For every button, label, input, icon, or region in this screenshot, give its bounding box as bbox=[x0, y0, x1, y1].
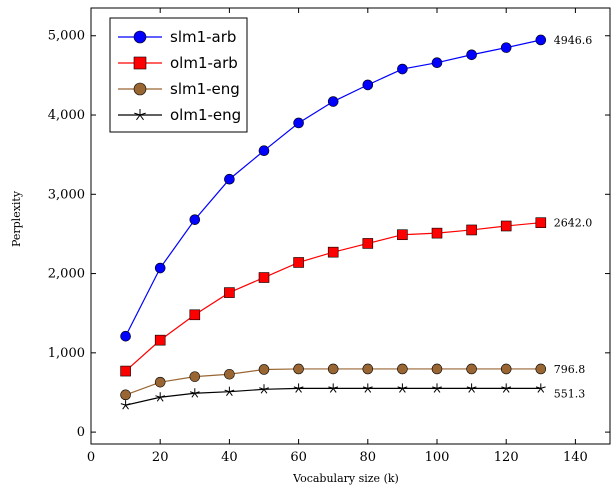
data-point bbox=[154, 262, 166, 274]
data-point bbox=[189, 309, 201, 321]
end-value-label: 2642.0 bbox=[554, 217, 593, 230]
data-point bbox=[535, 383, 546, 393]
end-value-label: 4946.6 bbox=[554, 34, 593, 47]
x-tick-label: 20 bbox=[152, 450, 169, 465]
data-point bbox=[120, 330, 131, 342]
y-tick-label: 5,000 bbox=[48, 29, 85, 44]
data-point bbox=[224, 287, 235, 298]
legend-item: slm1-arb bbox=[118, 28, 236, 46]
legend-item: olm1-arb bbox=[118, 54, 238, 72]
data-point bbox=[189, 388, 200, 398]
legend-label: olm1-eng bbox=[170, 106, 241, 124]
data-point bbox=[397, 383, 408, 393]
data-point bbox=[328, 383, 339, 393]
data-point bbox=[397, 63, 408, 75]
legend-marker bbox=[133, 56, 147, 70]
data-point bbox=[120, 400, 131, 410]
x-axis-label: Vocabulary size (k) bbox=[292, 472, 399, 485]
data-point bbox=[120, 365, 131, 377]
data-point bbox=[120, 389, 131, 401]
data-point bbox=[466, 363, 477, 375]
data-point bbox=[466, 49, 477, 61]
axes: 0 20 40 60 80 100 120 140 0 1,000 2,000 3,000 4,000 5… bbox=[48, 7, 611, 465]
data-point bbox=[189, 371, 201, 382]
data-point bbox=[224, 173, 235, 185]
y-tick-label: 3,000 bbox=[48, 187, 85, 202]
legend-item: slm1-eng bbox=[118, 80, 240, 98]
series-olm1-arb bbox=[120, 217, 547, 377]
series-line bbox=[125, 387, 541, 406]
end-value-label: 551.3 bbox=[554, 387, 586, 400]
legend-label: slm1-eng bbox=[170, 80, 240, 98]
data-point bbox=[293, 363, 304, 375]
series-line bbox=[125, 222, 541, 372]
x-tick-label: 120 bbox=[494, 450, 519, 465]
data-point bbox=[466, 383, 477, 393]
end-labels: 4946.6 2642.0 796.8 551.3 bbox=[554, 34, 593, 400]
data-point bbox=[327, 246, 339, 258]
data-point bbox=[431, 227, 443, 239]
data-point bbox=[500, 42, 512, 53]
data-point bbox=[500, 363, 512, 375]
data-point bbox=[362, 79, 374, 91]
x-tick-label: 60 bbox=[290, 450, 307, 465]
data-point bbox=[535, 34, 547, 46]
data-point bbox=[293, 117, 304, 129]
data-point bbox=[466, 224, 477, 236]
data-point bbox=[327, 96, 339, 107]
data-point bbox=[258, 364, 270, 375]
y-axis-label: Perplexity bbox=[10, 190, 23, 247]
legend-item: olm1-eng bbox=[118, 106, 241, 124]
x-tick-label: 40 bbox=[221, 450, 238, 465]
data-point bbox=[535, 217, 547, 228]
data-point bbox=[362, 383, 373, 393]
y-tick-label: 4,000 bbox=[48, 108, 85, 123]
y-tick-label: 0 bbox=[77, 425, 85, 440]
data-point bbox=[259, 384, 269, 394]
data-point bbox=[189, 214, 201, 225]
y-tick-label: 2,000 bbox=[48, 267, 85, 282]
data-point bbox=[154, 376, 166, 388]
data-point bbox=[258, 145, 270, 156]
legend: slm1-arb olm1-arb slm1-eng olm1-eng bbox=[109, 17, 248, 133]
end-value-label: 796.8 bbox=[554, 363, 586, 376]
series-slm1-eng bbox=[120, 363, 547, 401]
series-slm1-arb bbox=[120, 34, 547, 342]
data-point bbox=[224, 386, 235, 397]
data-point bbox=[397, 363, 408, 375]
data-point bbox=[327, 363, 339, 375]
legend-label: olm1-arb bbox=[170, 54, 238, 72]
data-point bbox=[362, 363, 374, 375]
data-point bbox=[432, 383, 442, 393]
data-point bbox=[431, 363, 443, 375]
data-point bbox=[431, 57, 443, 68]
data-point bbox=[258, 272, 270, 283]
x-tick-label: 0 bbox=[87, 450, 95, 465]
series-olm1-eng bbox=[120, 383, 546, 410]
data-point bbox=[154, 334, 166, 346]
data-point bbox=[535, 363, 547, 375]
legend-marker bbox=[133, 82, 147, 96]
legend-marker bbox=[134, 109, 146, 121]
x-tick-label: 80 bbox=[360, 450, 377, 465]
x-tick-label: 140 bbox=[563, 450, 588, 465]
x-tick-label: 100 bbox=[425, 450, 450, 465]
data-point bbox=[155, 392, 166, 402]
data-point bbox=[500, 220, 512, 232]
y-tick-label: 1,000 bbox=[48, 346, 85, 361]
data-point bbox=[397, 229, 408, 241]
data-point bbox=[501, 383, 512, 393]
legend-label: slm1-arb bbox=[170, 28, 236, 46]
series-layer bbox=[120, 34, 547, 410]
legend-marker bbox=[133, 30, 147, 44]
data-point bbox=[293, 257, 304, 268]
data-point bbox=[362, 238, 374, 249]
data-point bbox=[224, 368, 235, 380]
plot-frame bbox=[90, 7, 611, 445]
data-point bbox=[293, 383, 304, 393]
